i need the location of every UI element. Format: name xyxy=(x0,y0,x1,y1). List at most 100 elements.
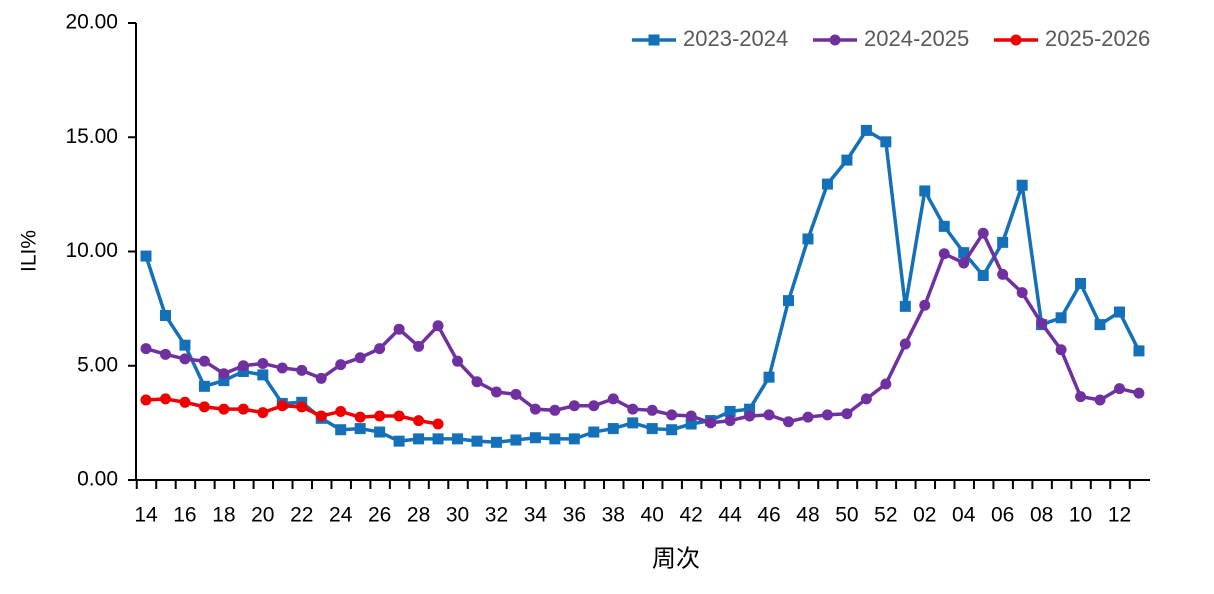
marker xyxy=(997,268,1009,280)
marker xyxy=(452,355,464,367)
x-tick-label: 14 xyxy=(134,504,158,527)
marker xyxy=(510,434,522,446)
marker xyxy=(1075,391,1087,403)
marker xyxy=(432,418,444,430)
marker xyxy=(471,435,483,447)
x-tick-label: 20 xyxy=(251,504,274,527)
marker xyxy=(315,372,327,384)
marker xyxy=(198,380,210,392)
marker xyxy=(977,269,989,281)
marker xyxy=(159,309,171,321)
marker xyxy=(218,368,230,380)
marker xyxy=(374,410,386,422)
marker xyxy=(354,423,366,435)
x-tick-label: 10 xyxy=(1069,504,1092,527)
marker xyxy=(354,352,366,364)
marker xyxy=(237,365,249,377)
legend-label: 2023-2024 xyxy=(683,26,788,51)
marker xyxy=(1133,387,1145,399)
marker xyxy=(335,424,347,436)
marker xyxy=(140,343,152,355)
marker xyxy=(452,433,464,445)
marker xyxy=(685,418,697,430)
marker xyxy=(724,405,736,417)
marker xyxy=(1055,344,1067,356)
marker xyxy=(880,136,892,148)
x-tick-label: 38 xyxy=(602,504,625,527)
y-tick-label: 15.00 xyxy=(65,125,118,148)
marker xyxy=(257,369,269,381)
marker xyxy=(393,435,405,447)
marker xyxy=(198,401,210,413)
marker xyxy=(685,410,697,422)
x-tick-label: 44 xyxy=(718,504,742,527)
marker xyxy=(237,403,249,415)
y-tick-label: 5.00 xyxy=(77,353,118,376)
series-line xyxy=(145,229,1140,425)
marker xyxy=(938,220,950,232)
marker xyxy=(1094,394,1106,406)
marker xyxy=(802,411,814,423)
x-tick-label: 08 xyxy=(1030,504,1053,527)
x-tick-label: 52 xyxy=(874,504,897,527)
marker xyxy=(140,250,152,262)
legend-marker xyxy=(1010,34,1022,46)
marker xyxy=(490,386,502,398)
x-tick-label: 26 xyxy=(368,504,391,527)
marker xyxy=(198,355,210,367)
marker xyxy=(179,396,191,408)
x-tick-label: 42 xyxy=(679,504,702,527)
marker xyxy=(744,403,756,415)
marker xyxy=(140,394,152,406)
marker xyxy=(179,353,191,365)
marker xyxy=(490,436,502,448)
marker xyxy=(510,388,522,400)
marker xyxy=(1016,287,1028,299)
marker xyxy=(335,359,347,371)
marker xyxy=(374,343,386,355)
marker xyxy=(860,393,872,405)
legend-marker xyxy=(648,34,660,46)
marker xyxy=(432,320,444,332)
marker xyxy=(627,417,639,429)
marker xyxy=(860,124,872,136)
marker xyxy=(529,432,541,444)
marker xyxy=(841,154,853,166)
x-tick-label: 46 xyxy=(757,504,780,527)
marker xyxy=(627,403,639,415)
x-tick-label: 18 xyxy=(212,504,235,527)
marker xyxy=(568,400,580,412)
marker xyxy=(724,415,736,427)
marker xyxy=(666,424,678,436)
marker xyxy=(919,185,931,197)
legend-marker xyxy=(829,34,841,46)
marker xyxy=(1094,319,1106,331)
marker xyxy=(763,371,775,383)
x-tick-label: 12 xyxy=(1108,504,1131,527)
marker xyxy=(899,300,911,312)
x-tick-label: 36 xyxy=(563,504,586,527)
marker xyxy=(958,247,970,259)
series-line xyxy=(144,128,1141,445)
y-tick-label: 0.00 xyxy=(77,468,118,491)
legend-label: 2024-2025 xyxy=(864,26,969,51)
marker xyxy=(802,233,814,245)
marker xyxy=(919,299,931,311)
x-tick-label: 28 xyxy=(407,504,430,527)
x-tick-label: 48 xyxy=(796,504,819,527)
marker xyxy=(1133,345,1145,357)
x-tick-label: 16 xyxy=(173,504,196,527)
marker xyxy=(666,409,678,421)
legend-label: 2025-2026 xyxy=(1045,26,1150,51)
marker xyxy=(588,400,600,412)
marker xyxy=(783,295,795,307)
marker xyxy=(276,400,288,412)
marker xyxy=(1114,306,1125,318)
marker xyxy=(354,411,366,423)
marker xyxy=(588,426,600,438)
marker xyxy=(568,433,580,445)
marker xyxy=(1075,277,1087,289)
x-tick-label: 02 xyxy=(913,504,936,527)
marker xyxy=(257,357,269,369)
